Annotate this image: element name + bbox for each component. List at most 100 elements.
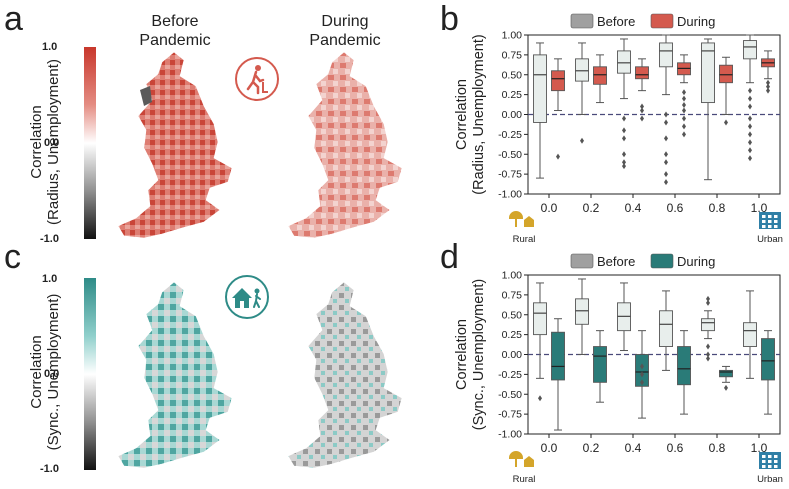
d-xtick-label-3: 0.6 [667,441,684,455]
d-urban-window-1-1 [768,460,772,463]
d-rural-house-icon [524,456,534,467]
b-ytick-label-3: 0.25 [502,89,523,101]
b-during-box-4-body [719,64,733,84]
d-urban-window-1-2 [774,460,778,463]
d-axes-frame [527,274,781,435]
b-urban-window-1-2 [774,220,778,223]
b-before-box-2-outlier-4 [622,159,626,166]
d-ytick-label-5: -0.25 [498,369,522,381]
b-before-box-5-outlier-2 [748,103,752,110]
b-ytick-label-6: -0.50 [498,149,522,161]
d-during-box-4-body [719,369,733,378]
map-before-radius-gray [140,86,152,106]
b-xtick-label-5: 1.0 [751,201,768,215]
d-urban-label: Urban [757,474,783,485]
b-legend-label-during: During [677,14,715,29]
boxplot-d: Before During 1.00 0.75 0.50 0.25 0.00 -0.25 -0.… [454,253,783,485]
b-ytick-label-7: -0.75 [498,169,522,181]
b-urban-window-1-1 [768,220,772,223]
map-title-during-text: During Pandemic [309,13,381,49]
colorbar-c [84,278,96,470]
b-during-box-4-outlier-0 [724,119,728,126]
b-before-box-5-body [743,40,757,60]
b-urban-window-2-0 [762,225,766,228]
b-legend-label-before: Before [597,14,635,29]
d-ytick-label-8: -1.00 [498,429,522,441]
colorbar-a-tick-mid: 0.0 [44,137,60,149]
b-before-box-1-outlier-0 [580,137,584,144]
b-before-box-5-outlier-7 [748,147,752,154]
d-urban-window-0-2 [774,455,778,458]
map-during-radius [287,51,403,239]
b-during-box-0-body [551,70,565,92]
b-urban-window-2-1 [768,225,772,228]
d-xtick-label-0: 0.0 [541,441,558,455]
panel-letter-a: a [4,0,23,38]
b-before-box-5-outlier-0 [748,87,752,94]
d-during-box-4-outlier-0 [724,384,728,391]
b-before-box-5-outlier-5 [748,131,752,138]
b-before-box-2-outlier-1 [622,127,626,134]
d-before-box-4-outlier-4 [706,355,710,362]
b-before-box-3-outlier-1 [664,119,668,126]
d-urban-window-2-1 [768,465,772,468]
b-before-box-2-body [617,50,631,74]
b-axes-frame [527,34,781,195]
b-urban-window-0-2 [774,215,778,218]
d-before-box-4-outlier-3 [706,351,710,358]
b-legend-swatch-during [650,13,674,29]
d-ylabel-line1: Correlation [454,319,470,390]
b-xtick-label-4: 0.8 [709,201,726,215]
d-rural-label: Rural [513,474,536,485]
d-urban-window-1-0 [762,460,766,463]
b-ylabel-line1: Correlation [454,79,470,150]
b-during-box-2-body [635,66,649,80]
b-urban-icon [759,212,781,229]
b-before-box-5-outlier-6 [748,139,752,146]
colorbar-c-tick-mid: 0.0 [44,368,60,380]
house-person-icon [225,275,269,319]
d-xtick-label-5: 1.0 [751,441,768,455]
d-ytick-label-0: 1.00 [502,270,523,282]
b-during-box-5-outlier-0 [766,79,770,86]
map-row-sync [117,281,403,469]
b-ytick-label-0: 1.00 [502,30,523,42]
b-before-box-3-outlier-5 [664,171,668,178]
b-legend-swatch-before [570,13,594,29]
walking-person-icon [235,57,279,101]
d-ytick-label-3: 0.25 [502,329,523,341]
b-during-box-2-outlier-0 [640,103,644,110]
b-during-box-3-outlier-5 [682,123,686,130]
colorbar-c-title-line1: Correlation [28,335,45,409]
d-xtick-label-2: 0.4 [625,441,642,455]
b-before-box-5-outlier-1 [748,95,752,102]
b-ytick-label-8: -1.00 [498,189,522,201]
b-during-box-2-outlier-2 [640,115,644,122]
d-before-box-4-outlier-1 [706,299,710,306]
d-during-box-2-body [635,354,649,387]
d-during-box-3-body [677,346,691,386]
d-ytick-label-4: 0.00 [502,349,523,361]
d-ytick-label-6: -0.50 [498,389,522,401]
map-title-before-text: Before Pandemic [139,13,211,49]
b-before-box-2-outlier-2 [622,135,626,142]
b-during-box-0-outlier-0 [556,153,560,160]
d-rural-icon [508,451,534,467]
d-during-box-2-outlier-1 [640,371,644,378]
d-during-box-2-outlier-2 [640,379,644,386]
panel-letter-d: d [440,238,459,276]
b-ylabel-line2: (Radius, Unemployment) [471,34,487,194]
map-title-during: During Pandemic [285,12,405,50]
colorbar-a-title-line1: Correlation [28,105,45,179]
b-before-box-3-outlier-0 [664,111,668,118]
b-before-box-5-outlier-3 [748,115,752,122]
b-xtick-label-1: 0.2 [583,201,600,215]
panel-letter-c: c [4,238,21,276]
b-before-box-3-outlier-2 [664,135,668,142]
d-ylabel-line2: (Sync., Unemployment) [471,279,487,431]
b-urban-window-2-2 [774,225,778,228]
map-during-sync [287,281,403,469]
b-rural-tree-icon [508,211,524,227]
b-during-box-5-outlier-1 [766,83,770,90]
b-before-box-1-body [575,58,589,82]
